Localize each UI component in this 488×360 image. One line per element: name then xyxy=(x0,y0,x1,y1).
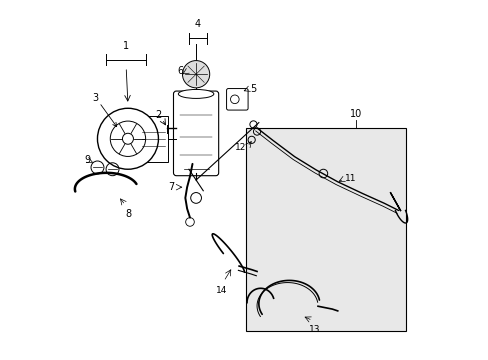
Text: 11: 11 xyxy=(344,174,356,183)
FancyBboxPatch shape xyxy=(226,89,247,110)
Text: 4: 4 xyxy=(194,19,201,30)
Text: 8: 8 xyxy=(124,209,131,219)
Bar xyxy=(140,116,167,162)
Circle shape xyxy=(97,108,158,169)
Text: 3: 3 xyxy=(92,93,117,127)
Text: 9: 9 xyxy=(84,155,90,165)
Text: 7: 7 xyxy=(168,182,174,192)
Text: 1: 1 xyxy=(123,41,129,51)
Text: 2: 2 xyxy=(155,111,161,121)
Text: 12: 12 xyxy=(234,143,246,152)
Text: 13: 13 xyxy=(308,325,320,334)
Bar xyxy=(246,128,405,330)
Ellipse shape xyxy=(178,89,213,98)
FancyBboxPatch shape xyxy=(173,91,218,176)
Text: 6: 6 xyxy=(177,66,183,76)
Circle shape xyxy=(182,60,209,88)
Circle shape xyxy=(122,133,133,144)
Text: 5: 5 xyxy=(249,84,256,94)
Text: 10: 10 xyxy=(349,109,361,119)
Text: 14: 14 xyxy=(215,286,226,295)
